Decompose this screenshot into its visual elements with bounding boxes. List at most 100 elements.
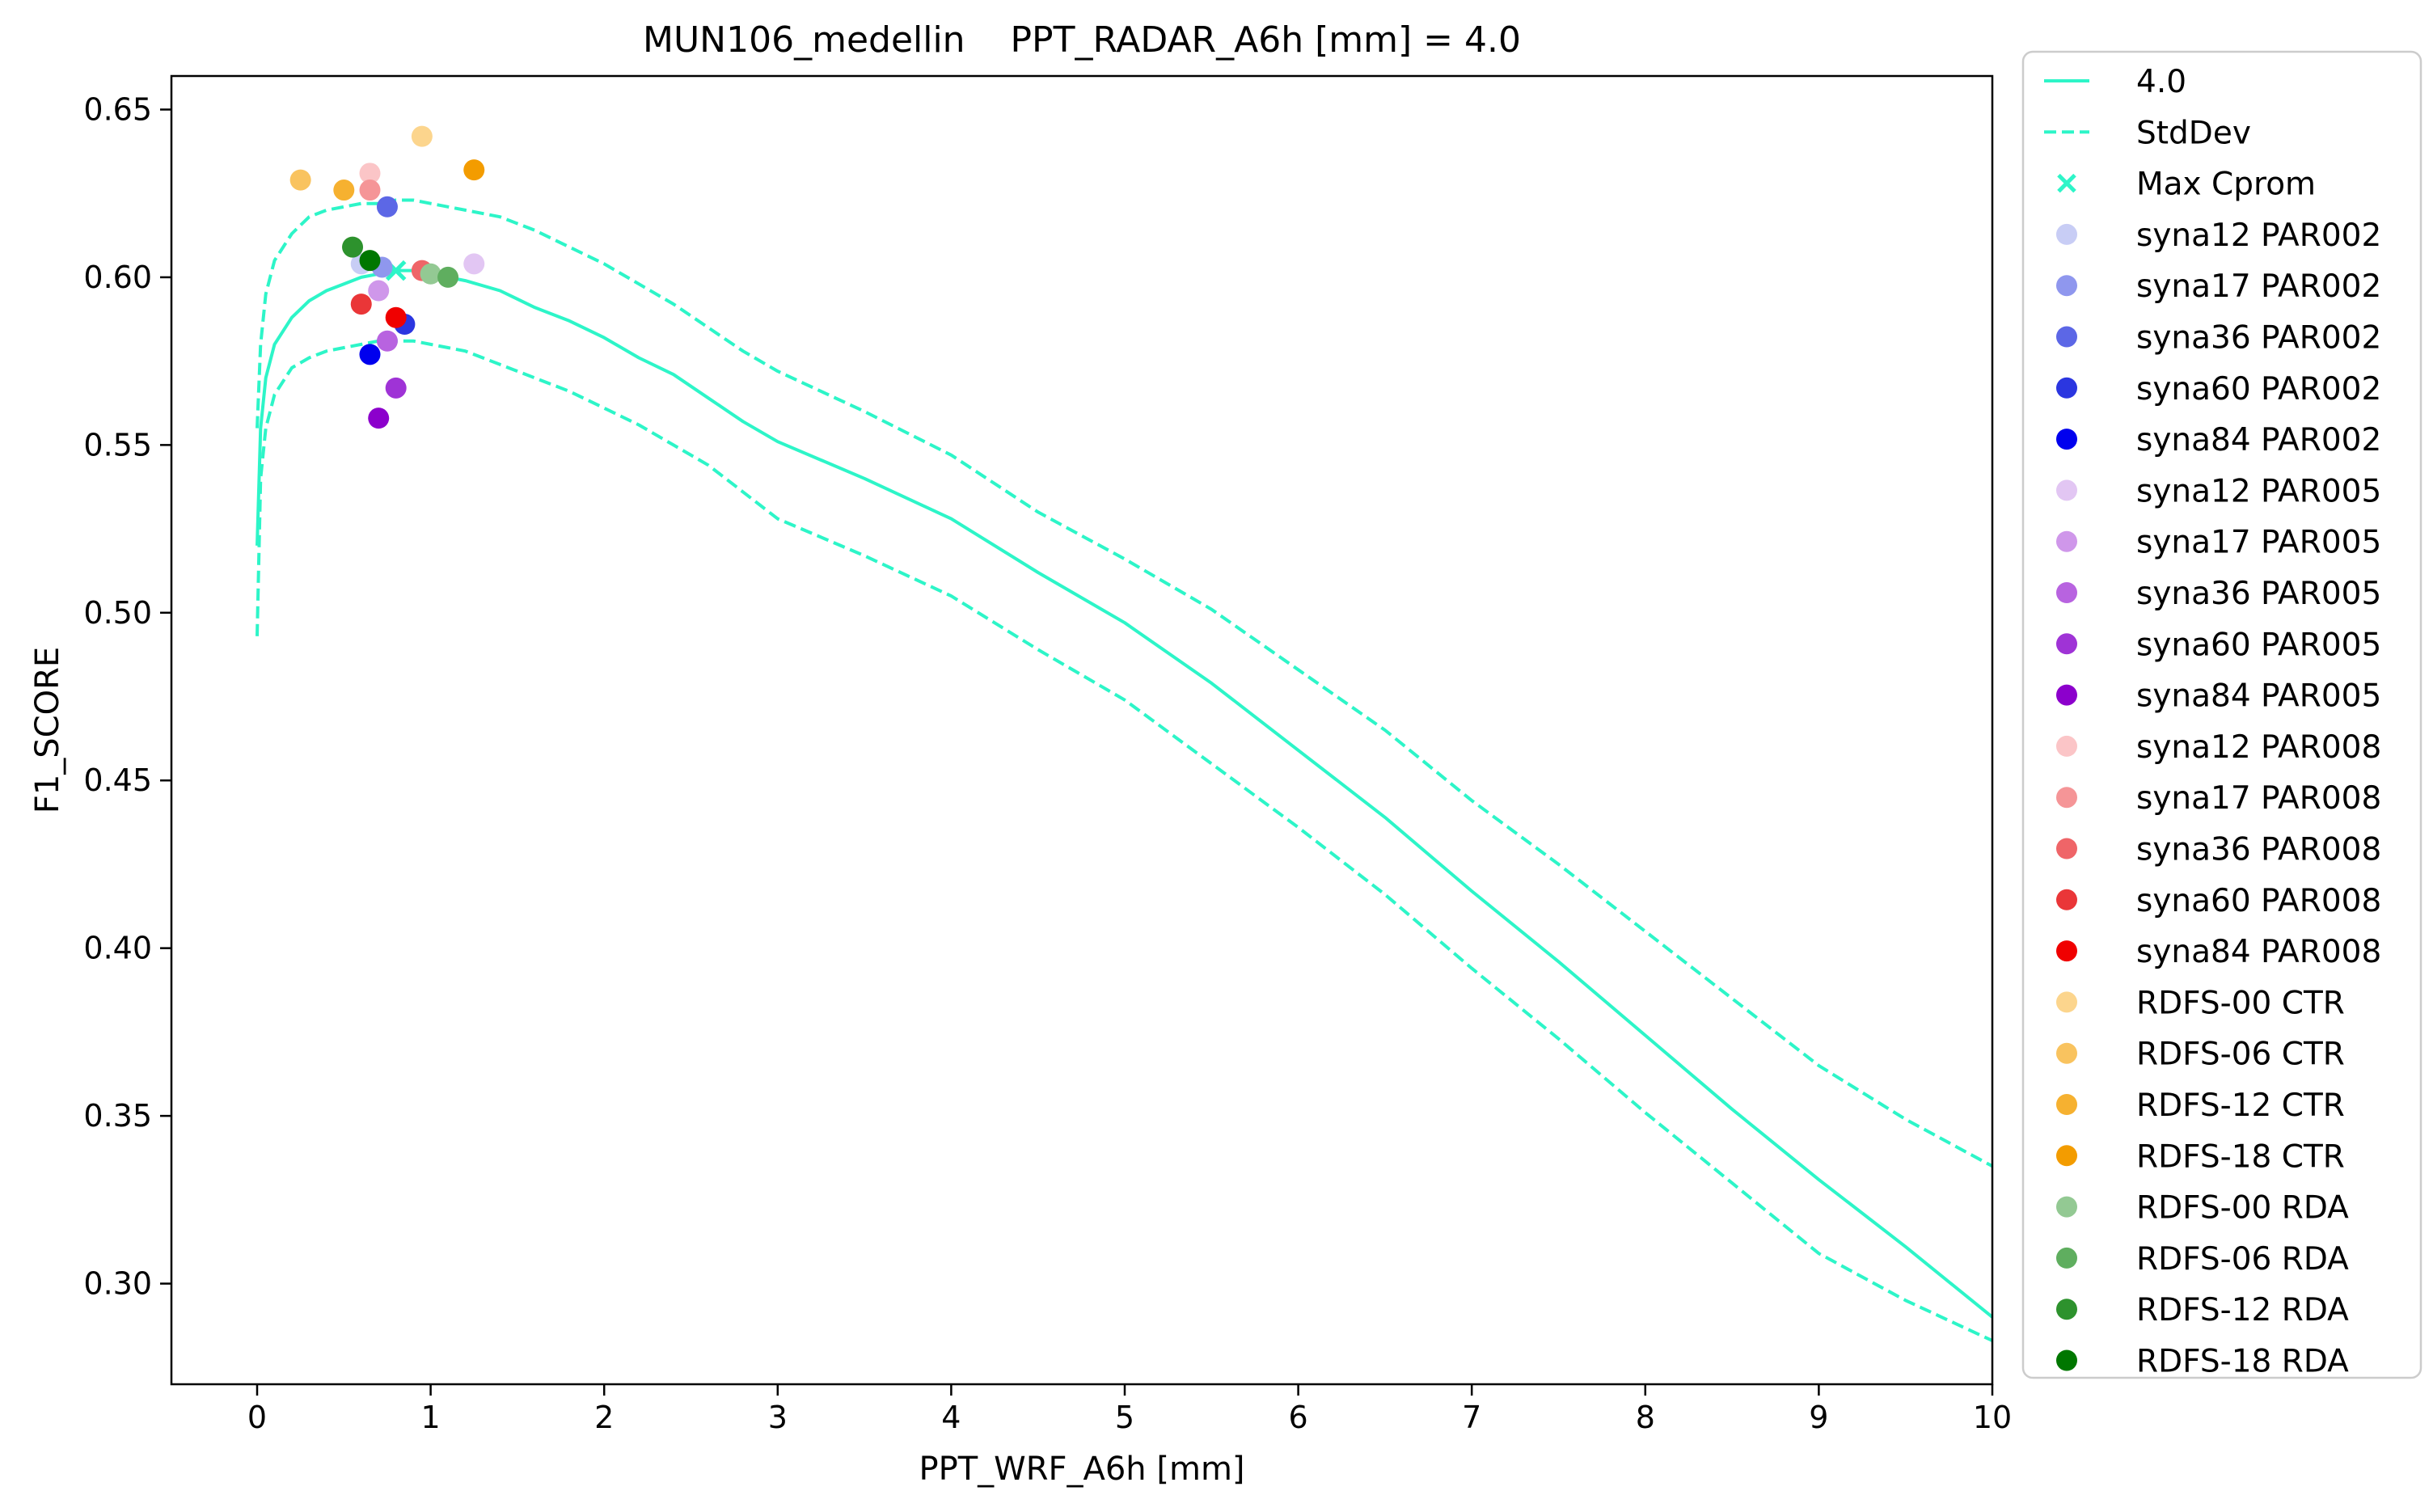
x-tick-label: 3: [768, 1400, 788, 1435]
legend-entry: RDFS-00 CTR: [2056, 985, 2345, 1021]
legend-label: StdDev: [2136, 115, 2251, 151]
legend-handle-dot: [2056, 735, 2077, 757]
scatter-point-rdfs-06-rda: [437, 266, 459, 288]
scatter-point-rdfs-06-ctr: [289, 169, 311, 191]
legend-entry: syna84 PAR008: [2056, 934, 2381, 970]
legend-label: RDFS-06 RDA: [2136, 1241, 2349, 1278]
legend-handle-dot: [2056, 1247, 2077, 1269]
legend-handle-dot: [2056, 889, 2077, 910]
legend-handle-dot: [2056, 479, 2077, 501]
legend-label: syna84 PAR008: [2136, 934, 2381, 970]
y-tick-label: 0.60: [83, 260, 152, 295]
chart-title: MUN106_medellin PPT_RADAR_A6h [mm] = 4.0: [643, 19, 1521, 61]
scatter-point-rdfs-12-rda: [342, 236, 364, 258]
scatter-point-rdfs-12-ctr: [333, 179, 355, 201]
legend-entry: RDFS-12 RDA: [2056, 1292, 2349, 1328]
scatter-point-syna84-par005: [368, 408, 390, 429]
legend-entry: RDFS-12 CTR: [2056, 1088, 2345, 1124]
scatter-point-rdfs-00-rda: [420, 263, 441, 285]
scatter-point-syna12-par008: [359, 163, 381, 184]
legend-entry: Max Cprom: [2057, 167, 2316, 203]
x-tick-label: 4: [941, 1400, 961, 1435]
legend-entry: syna60 PAR008: [2056, 883, 2381, 919]
legend-entry: syna60 PAR005: [2056, 627, 2381, 663]
legend-entry: syna60 PAR002: [2056, 371, 2381, 408]
legend-label: syna36 PAR008: [2136, 832, 2381, 868]
x-tick-label: 5: [1115, 1400, 1134, 1435]
x-tick-label: 7: [1462, 1400, 1481, 1435]
legend-label: RDFS-18 CTR: [2136, 1138, 2345, 1175]
legend-label: syna60 PAR002: [2136, 371, 2381, 408]
y-tick-label: 0.35: [83, 1098, 152, 1134]
legend-handle-dot: [2056, 940, 2077, 962]
legend-entry: StdDev: [2044, 115, 2251, 151]
legend-handle-dot: [2056, 223, 2077, 245]
legend-handle-dot: [2056, 1145, 2077, 1167]
scatter-point-rdfs-18-ctr: [463, 159, 485, 181]
y-axis-label: F1_SCORE: [29, 647, 66, 813]
legend-handle-dot: [2056, 633, 2077, 655]
series-line-mean: [256, 268, 1992, 1319]
y-tick-label: 0.65: [83, 91, 152, 127]
legend-handle-dot: [2056, 377, 2077, 399]
legend: 4.0 StdDev Max Cprom syna12 PAR002 syna17 PA…: [2021, 50, 2422, 1380]
x-tick-label: 6: [1289, 1400, 1308, 1435]
y-axis: 0.30 0.35 0.40 0.45 0.50 0.55 0.60 0.65: [83, 91, 171, 1302]
plot-area: [256, 125, 1992, 1342]
legend-label: syna17 PAR005: [2136, 525, 2381, 561]
legend-label: syna17 PAR008: [2136, 780, 2381, 817]
x-tick-label: 0: [247, 1400, 267, 1435]
plot-content: [256, 125, 1992, 1342]
scatter-point-syna17-par008: [359, 179, 381, 201]
legend-label: syna60 PAR008: [2136, 883, 2381, 919]
x-tick-label: 8: [1636, 1400, 1655, 1435]
legend-entry: syna17 PAR008: [2056, 780, 2381, 817]
legend-label: syna12 PAR005: [2136, 473, 2381, 509]
legend-entry: syna36 PAR002: [2056, 320, 2381, 357]
legend-handle-dot: [2056, 684, 2077, 706]
legend-handle-x: [2057, 173, 2076, 193]
legend-entry: syna17 PAR005: [2056, 525, 2381, 561]
legend-entry: RDFS-18 RDA: [2056, 1344, 2349, 1380]
legend-handle-dot: [2056, 1349, 2077, 1371]
legend-label: syna84 PAR002: [2136, 422, 2381, 458]
scatter-point-syna84-par002: [359, 344, 381, 365]
legend-entry: RDFS-06 RDA: [2056, 1241, 2349, 1278]
legend-handle-dot: [2056, 1094, 2077, 1115]
legend-label: syna36 PAR002: [2136, 320, 2381, 357]
legend-label: syna84 PAR005: [2136, 678, 2381, 715]
legend-label: syna60 PAR005: [2136, 627, 2381, 663]
x-tick-label: 2: [594, 1400, 614, 1435]
y-tick-label: 0.40: [83, 931, 152, 966]
scatter-point-syna12-par005: [463, 253, 485, 275]
x-axis: 0 1 2 3 4 5 6 7 8 9 10: [247, 1384, 2012, 1435]
y-tick-label: 0.50: [83, 595, 152, 631]
legend-label: 4.0: [2136, 64, 2186, 100]
x-axis-label: PPT_WRF_A6h [mm]: [919, 1451, 1244, 1488]
legend-label: syna12 PAR008: [2136, 729, 2381, 766]
legend-handle-dot: [2056, 991, 2077, 1013]
legend-handle-dot: [2056, 787, 2077, 809]
legend-entry: RDFS-06 CTR: [2056, 1037, 2345, 1073]
y-tick-label: 0.30: [83, 1266, 152, 1302]
legend-entry: syna12 PAR005: [2056, 473, 2381, 509]
legend-handle-dot: [2056, 1196, 2077, 1218]
legend-label: syna12 PAR002: [2136, 218, 2381, 254]
legend-frame: [2021, 50, 2422, 1379]
scatter-point-syna17-par005: [368, 280, 390, 302]
y-tick-label: 0.45: [83, 762, 152, 798]
legend-entry: RDFS-00 RDA: [2056, 1190, 2349, 1227]
scatter-point-syna84-par008: [385, 306, 407, 328]
legend-handle-dot: [2056, 838, 2077, 859]
series-line-stddev-1: [256, 339, 1992, 1342]
legend-entry: syna12 PAR002: [2056, 218, 2381, 254]
y-tick-label: 0.55: [83, 427, 152, 462]
legend-entry: syna17 PAR002: [2056, 268, 2381, 305]
legend-label: RDFS-12 CTR: [2136, 1088, 2345, 1124]
scatter-point-syna36-par002: [376, 196, 398, 218]
legend-handle-dot: [2056, 1299, 2077, 1320]
legend-handle-dot: [2056, 275, 2077, 297]
x-tick-label: 1: [421, 1400, 441, 1435]
x-tick-label: 10: [1973, 1400, 2012, 1435]
x-tick-label: 9: [1809, 1400, 1828, 1435]
